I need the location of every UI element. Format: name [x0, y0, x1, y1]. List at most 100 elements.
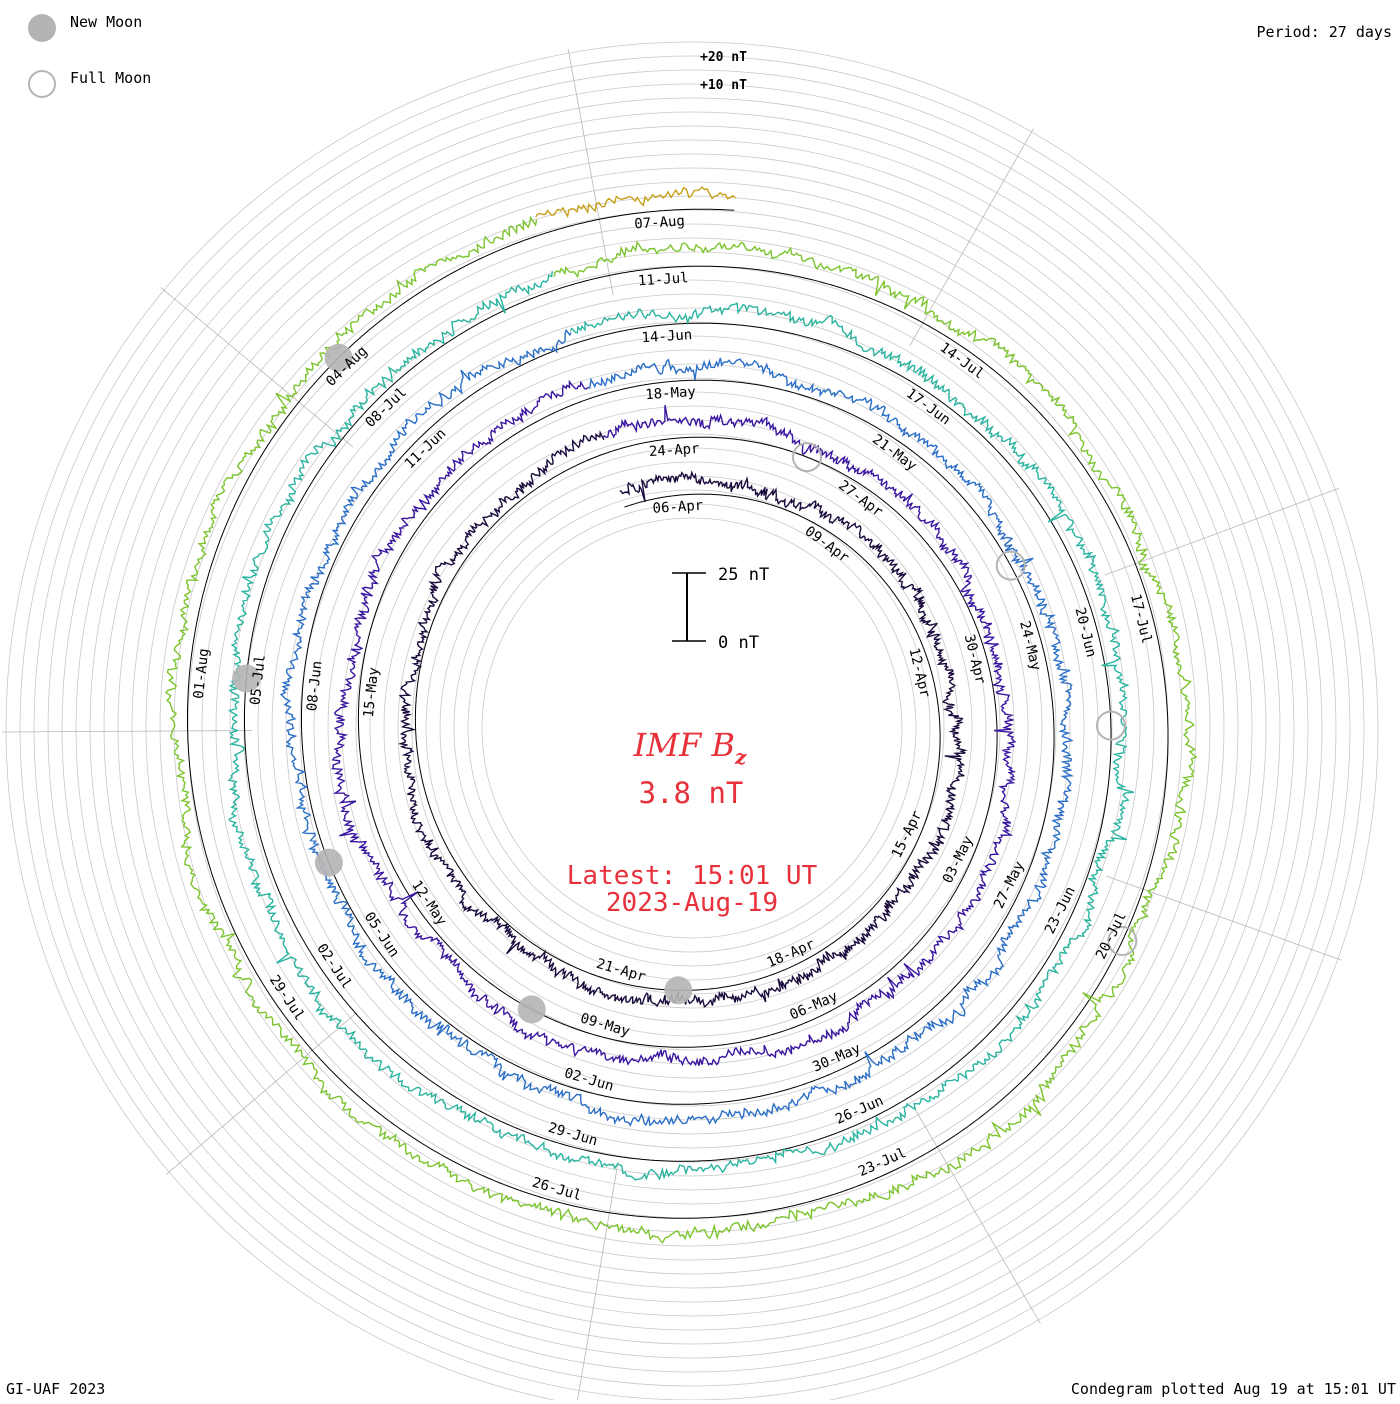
- bz-trace-6: [535, 185, 736, 219]
- grid-spoke: [165, 1012, 357, 1175]
- grid-spoke: [576, 1161, 619, 1404]
- grid-layer: [2, 41, 1379, 1404]
- date-label: 05-Jul: [247, 654, 268, 706]
- grid-circle: [103, 139, 1281, 1317]
- new-moon-label: New Moon: [70, 13, 143, 31]
- date-label: 18-May: [645, 384, 697, 403]
- date-label: 02-Jun: [562, 1065, 615, 1095]
- grid-circle: [61, 97, 1323, 1359]
- grid-spoke: [160, 287, 354, 448]
- grid-circle: [243, 279, 1141, 1177]
- new-moon-icon: [28, 14, 56, 42]
- center-value: 3.8 nT: [639, 776, 744, 810]
- date-label: 24-May: [1016, 619, 1044, 672]
- reference-circles: [187, 208, 1169, 1219]
- trace-layer: [164, 185, 1198, 1245]
- grid-circle: [411, 447, 973, 1009]
- footer-credit: GI-UAF 2023: [6, 1380, 106, 1398]
- grid-spoke: [2, 730, 253, 733]
- grid-circle: [327, 363, 1057, 1093]
- center-latest: Latest: 15:01 UT: [567, 861, 818, 891]
- scale-bar-top-label: 25 nT: [718, 565, 769, 585]
- center-title: IMF Bz: [633, 726, 747, 769]
- date-label: 07-Aug: [634, 213, 686, 232]
- full-moon-marker: [995, 550, 1026, 581]
- legend-new-moon: New Moon: [28, 13, 143, 42]
- date-label: 08-Jun: [304, 660, 325, 712]
- bz-trace-3: [279, 328, 1075, 1127]
- date-label: 23-Jul: [856, 1145, 909, 1180]
- grid-circle: [299, 335, 1085, 1121]
- bz-trace-1: [397, 430, 968, 1008]
- date-label: 26-Jul: [530, 1175, 583, 1205]
- center-date: 2023-Aug-19: [606, 888, 778, 918]
- date-label: 01-Aug: [191, 648, 212, 700]
- grid-spoke: [913, 1107, 1041, 1324]
- grid-circle: [467, 503, 917, 953]
- grid-circle: [47, 83, 1337, 1373]
- grid-circle: [481, 517, 903, 939]
- zero-reference-line: [301, 343, 1055, 1105]
- date-label: 15-May: [361, 666, 382, 718]
- date-label: 12-Apr: [905, 646, 933, 699]
- grid-circle: [117, 153, 1267, 1303]
- grid-spoke: [567, 49, 614, 296]
- new-moon-marker: [324, 343, 353, 372]
- grid-circle: [341, 377, 1043, 1079]
- grid-circle: [313, 349, 1071, 1107]
- period-label: Period: 27 days: [1256, 23, 1392, 41]
- new-moon-marker: [232, 664, 261, 693]
- grid-circle: [355, 391, 1029, 1065]
- new-moon-marker: [314, 848, 343, 877]
- zero-reference-line: [414, 452, 941, 991]
- center-title-main: IMF B: [633, 726, 735, 764]
- grid-spoke: [909, 128, 1034, 346]
- scale-bar: 25 nT 0 nT: [672, 565, 769, 653]
- center-title-sub: z: [734, 745, 747, 769]
- date-label: 11-Jul: [638, 270, 690, 289]
- date-label: 20-Jun: [1072, 606, 1100, 659]
- grid-circle: [369, 405, 1015, 1051]
- grid-circle: [33, 69, 1351, 1387]
- date-label: 30-Apr: [961, 633, 989, 686]
- scale-bar-bottom-label: 0 nT: [718, 633, 759, 653]
- full-moon-icon: [28, 70, 56, 98]
- grid-spoke: [1106, 875, 1342, 961]
- zero-reference-line: [187, 234, 1169, 1219]
- amplitude-label-10: +10 nT: [700, 78, 747, 93]
- zero-reference-line: [540, 208, 735, 235]
- bz-trace-4: [227, 271, 1135, 1181]
- zero-reference-line: [244, 288, 1112, 1162]
- bz-trace-2: [331, 379, 1017, 1067]
- grid-circle: [271, 307, 1113, 1149]
- full-moon-marker: [792, 442, 822, 473]
- new-moon-marker: [517, 995, 546, 1024]
- full-moon-label: Full Moon: [70, 69, 152, 87]
- grid-circle: [453, 489, 931, 967]
- new-moon-marker: [664, 976, 693, 1005]
- full-moon-marker: [1107, 926, 1138, 956]
- grid-circle: [397, 433, 987, 1023]
- grid-circle: [131, 167, 1253, 1289]
- grid-spoke: [1104, 487, 1340, 576]
- zero-reference-line: [357, 397, 998, 1048]
- amplitude-label-20: +20 nT: [700, 50, 747, 65]
- date-label: 24-Apr: [648, 441, 700, 460]
- date-label: 14-Jun: [641, 327, 693, 346]
- grid-circle: [75, 111, 1309, 1345]
- date-label: 06-Apr: [652, 498, 704, 517]
- date-label: 09-May: [578, 1011, 631, 1041]
- bz-trace-5: [164, 215, 1198, 1245]
- grid-circle: [145, 181, 1239, 1275]
- date-label: 30-May: [810, 1041, 863, 1076]
- grid-circle: [89, 125, 1295, 1331]
- full-moon-marker: [1095, 710, 1126, 741]
- grid-circle: [5, 41, 1379, 1404]
- footer-plot-time: Condegram plotted Aug 19 at 15:01 UT: [1070, 1380, 1396, 1398]
- grid-circle: [439, 475, 945, 981]
- moon-marker-layer: [232, 343, 1138, 1024]
- legend-full-moon: Full Moon: [28, 69, 152, 98]
- date-label: 18-Apr: [765, 936, 818, 971]
